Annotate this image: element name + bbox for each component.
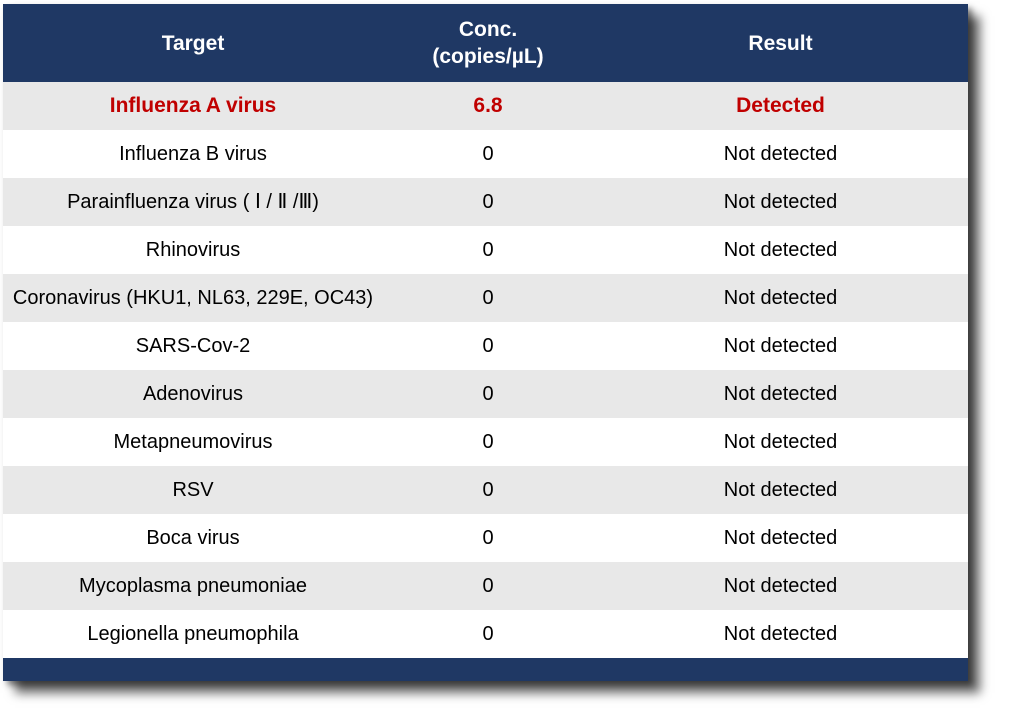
table-footer-bar: [3, 658, 968, 681]
cell-conc: 0: [482, 335, 494, 357]
table-row: Metapneumovirus 0 Not detected: [3, 418, 968, 466]
header-cell-result: Result: [593, 4, 968, 82]
cell-target: Boca virus: [146, 527, 240, 549]
cell-conc: 0: [482, 575, 494, 597]
cell-target: Coronavirus (HKU1, NL63, 229E, OC43): [12, 287, 374, 309]
cell-result: Not detected: [723, 479, 838, 501]
table-row: Parainfluenza virus ( Ⅰ / Ⅱ /Ⅲ) 0 Not de…: [3, 178, 968, 226]
cell-conc: 0: [482, 479, 494, 501]
table-row: Adenovirus 0 Not detected: [3, 370, 968, 418]
table-row: SARS-Cov-2 0 Not detected: [3, 322, 968, 370]
cell-result: Not detected: [723, 287, 838, 309]
cell-result: Not detected: [723, 191, 838, 213]
header-conc-line2: (copies/µL): [432, 45, 544, 68]
results-table: Target Conc. (copies/µL) Result Influenz…: [3, 4, 968, 681]
table-row: Boca virus 0 Not detected: [3, 514, 968, 562]
table-row: Influenza A virus 6.8 Detected: [3, 82, 968, 130]
cell-result: Detected: [736, 94, 825, 117]
cell-result: Not detected: [723, 383, 838, 405]
cell-target: Mycoplasma pneumoniae: [79, 575, 307, 597]
cell-target: Metapneumovirus: [113, 431, 273, 453]
table-row: Legionella pneumophila 0 Not detected: [3, 610, 968, 658]
header-cell-target: Target: [3, 4, 383, 82]
cell-target: Influenza B virus: [119, 143, 267, 165]
cell-conc: 0: [482, 383, 494, 405]
cell-conc: 0: [482, 527, 494, 549]
cell-result: Not detected: [723, 527, 838, 549]
table-row: RSV 0 Not detected: [3, 466, 968, 514]
header-conc-line1: Conc.: [458, 18, 518, 41]
cell-conc: 0: [482, 239, 494, 261]
header-result-label: Result: [748, 31, 813, 55]
table-row: Mycoplasma pneumoniae 0 Not detected: [3, 562, 968, 610]
table-row: Rhinovirus 0 Not detected: [3, 226, 968, 274]
table-header-row: Target Conc. (copies/µL) Result: [3, 4, 968, 82]
cell-conc: 0: [482, 143, 494, 165]
cell-target: Influenza A virus: [109, 94, 277, 117]
cell-result: Not detected: [723, 143, 838, 165]
cell-result: Not detected: [723, 335, 838, 357]
header-cell-conc: Conc. (copies/µL): [383, 4, 593, 82]
cell-conc: 0: [482, 287, 494, 309]
cell-conc: 0: [482, 623, 494, 645]
cell-target: Adenovirus: [142, 383, 244, 405]
cell-conc: 0: [482, 431, 494, 453]
cell-result: Not detected: [723, 239, 838, 261]
cell-conc: 6.8: [473, 94, 503, 117]
table-row: Coronavirus (HKU1, NL63, 229E, OC43) 0 N…: [3, 274, 968, 322]
table-row: Influenza B virus 0 Not detected: [3, 130, 968, 178]
cell-result: Not detected: [723, 623, 838, 645]
cell-target: Legionella pneumophila: [87, 623, 299, 645]
cell-target: RSV: [172, 479, 214, 501]
cell-result: Not detected: [723, 575, 838, 597]
cell-target: SARS-Cov-2: [135, 335, 251, 357]
cell-result: Not detected: [723, 431, 838, 453]
cell-target: Rhinovirus: [145, 239, 241, 261]
cell-target: Parainfluenza virus ( Ⅰ / Ⅱ /Ⅲ): [67, 191, 319, 213]
header-target-label: Target: [161, 31, 225, 55]
cell-conc: 0: [482, 191, 494, 213]
